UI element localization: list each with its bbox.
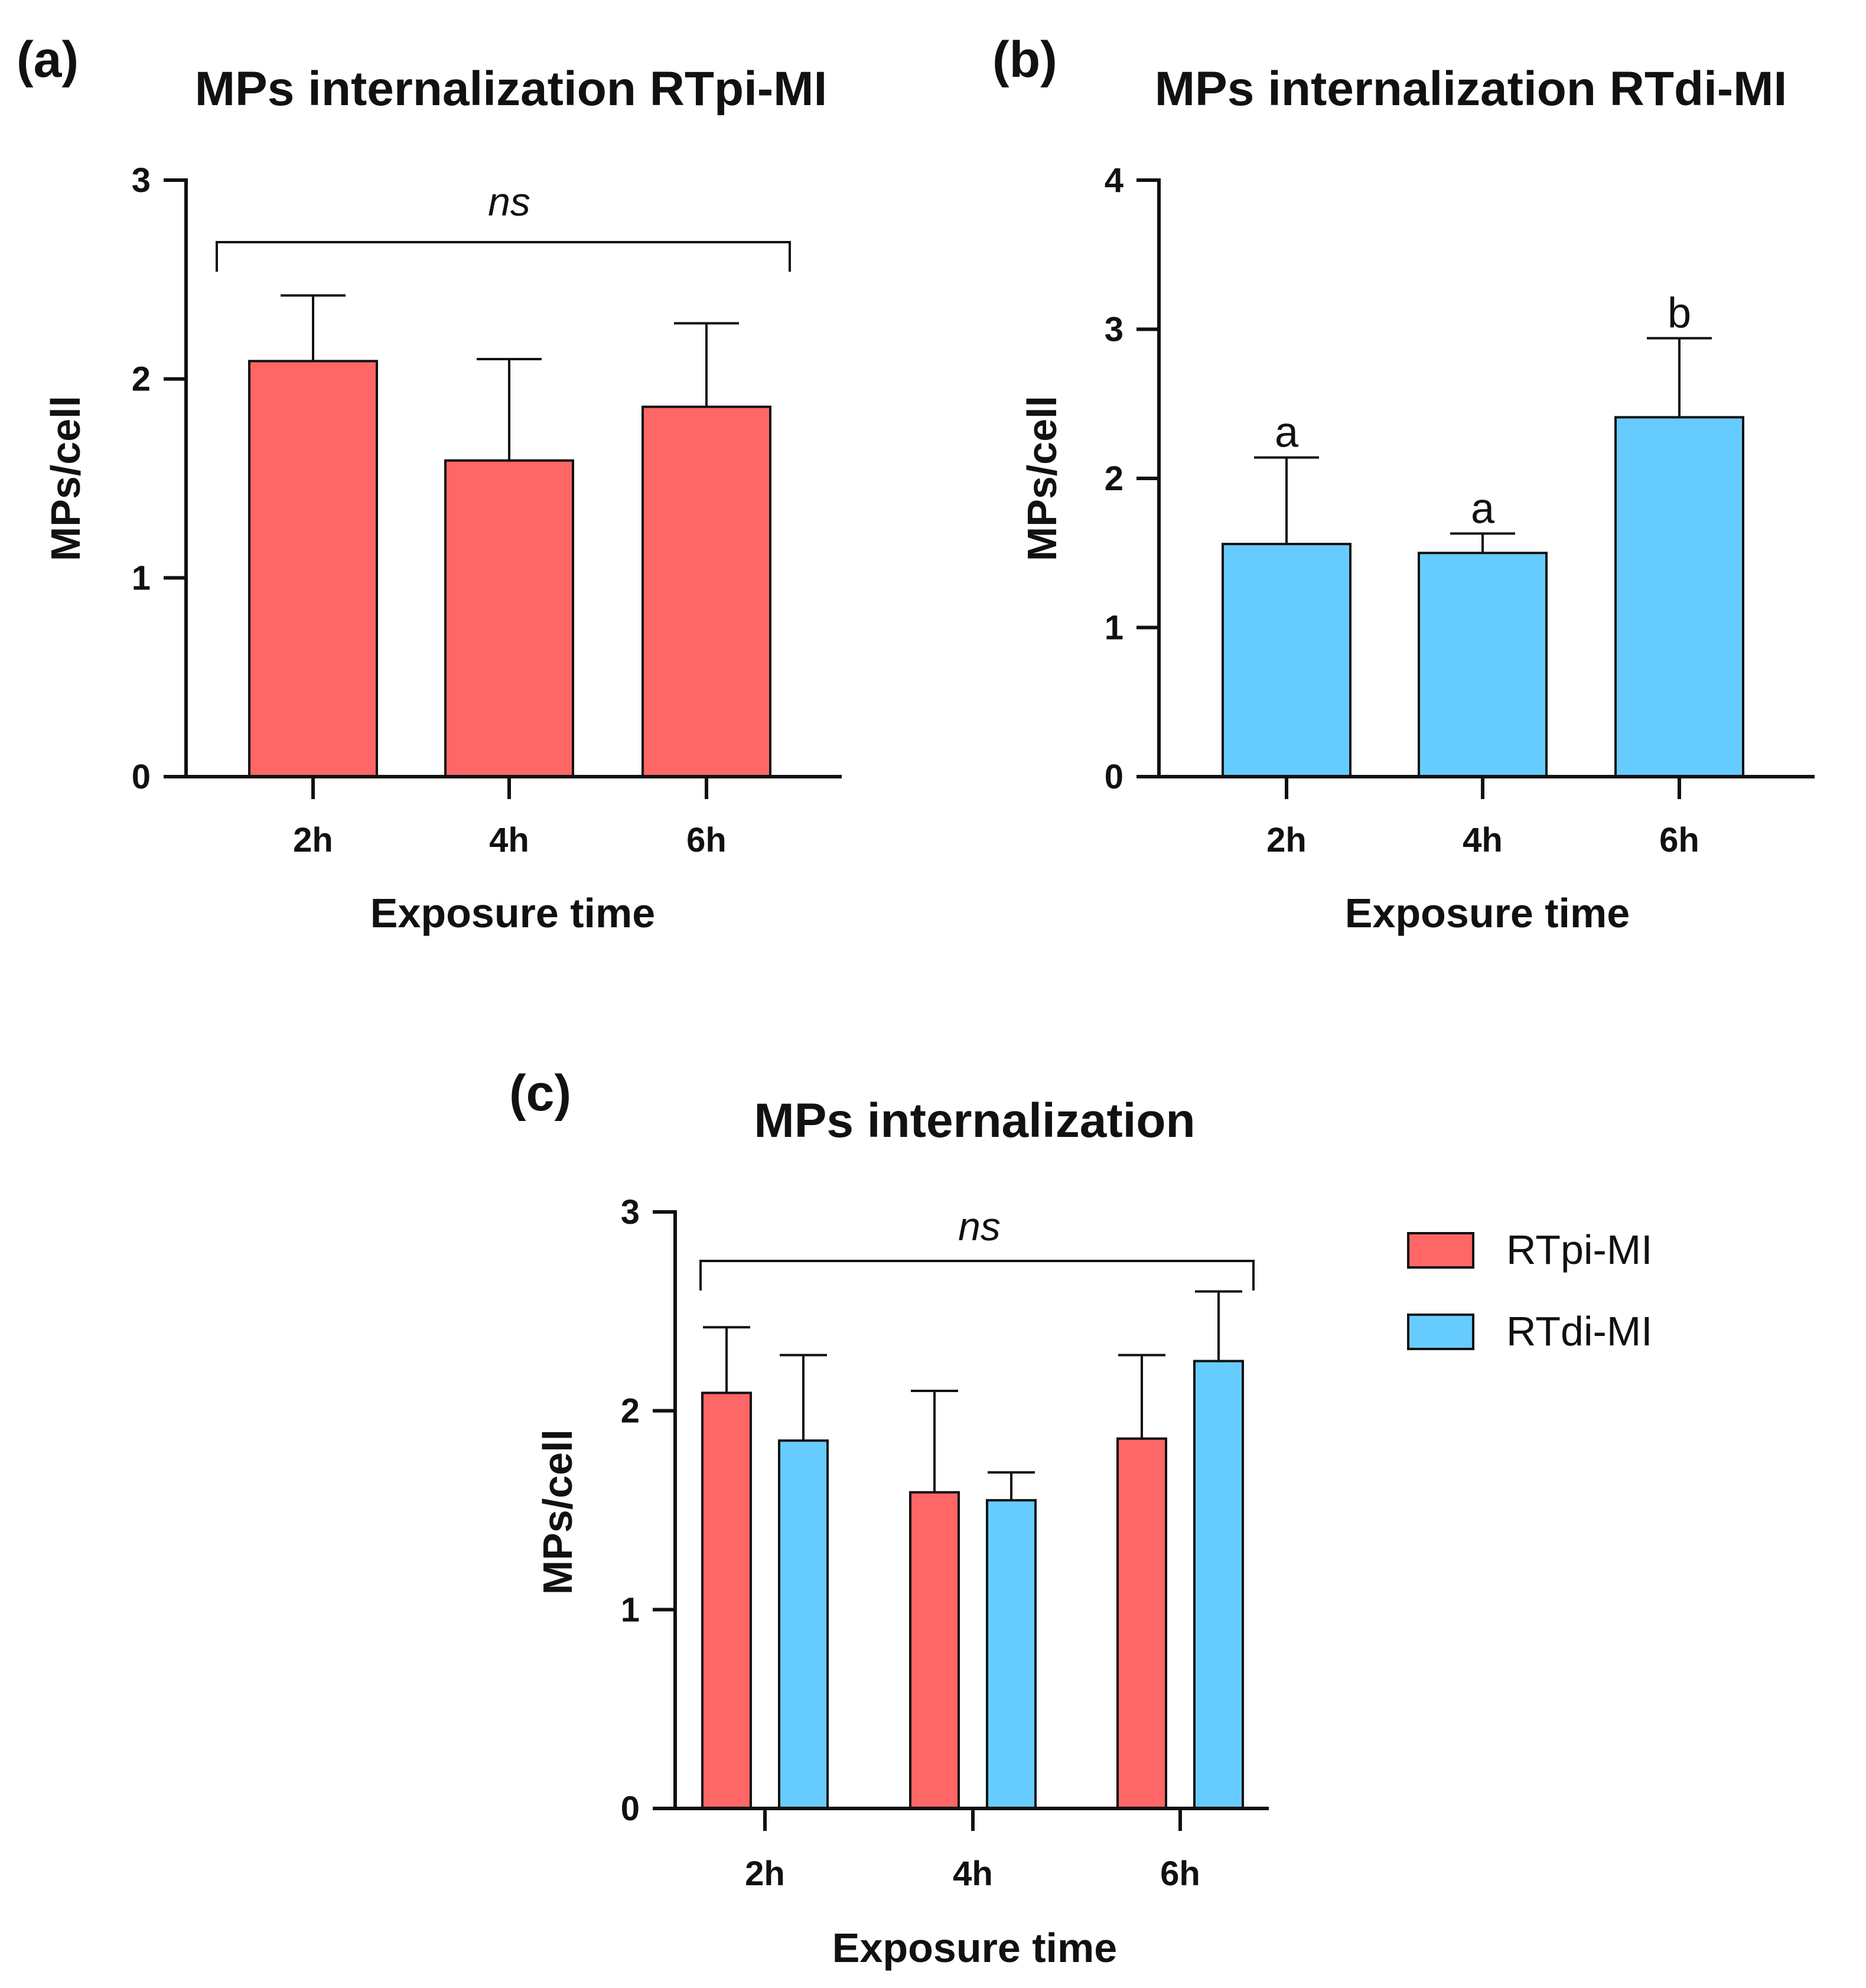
y-tick-label: 1 xyxy=(132,559,151,597)
y-axis-label: MPs/cell xyxy=(1019,396,1065,561)
y-tick-label: 0 xyxy=(132,758,151,796)
legend: RTpi-MI RTdi-MI xyxy=(1407,1227,1653,1354)
bar-RTpi-MI-4h xyxy=(444,459,574,778)
bar-RTdi-MI-4h xyxy=(986,1499,1037,1810)
bar-RTpi-MI-2h xyxy=(701,1391,752,1810)
legend-swatch xyxy=(1407,1314,1474,1350)
bar-RTpi-MI-6h xyxy=(1116,1437,1167,1810)
y-tick-label: 3 xyxy=(132,161,151,200)
x-axis-label: Exposure time xyxy=(1345,890,1630,936)
y-tick-label: 0 xyxy=(1105,758,1123,796)
bar-RTdi-MI-2h xyxy=(1222,543,1352,778)
y-tick-label: 4 xyxy=(1105,161,1123,200)
legend-label: RTpi-MI xyxy=(1506,1227,1653,1273)
bar-RTpi-MI-2h xyxy=(248,360,378,778)
significance-bracket xyxy=(699,1260,1255,1290)
y-tick-label: 2 xyxy=(132,360,151,399)
x-tick-label: 6h xyxy=(686,821,727,859)
legend-label: RTdi-MI xyxy=(1506,1308,1653,1354)
y-tick-label: 1 xyxy=(621,1591,640,1629)
chart-panel-c: (c) MPs internalization ns 0 1 2 3 2h 4h 6h Exposu… xyxy=(509,1065,1653,1971)
chart-title: MPs internalization RTpi-MI xyxy=(195,62,828,116)
significance-letter: b xyxy=(1668,290,1691,337)
panel-label: (a) xyxy=(17,31,79,88)
y-tick-label: 3 xyxy=(1105,311,1123,349)
x-axis-label: Exposure time xyxy=(370,890,655,936)
x-tick-label: 4h xyxy=(1463,821,1503,859)
x-tick-label: 2h xyxy=(293,821,333,859)
bar-RTpi-MI-4h xyxy=(909,1491,960,1810)
significance-letter: a xyxy=(1275,409,1299,457)
y-axis-label: MPs/cell xyxy=(43,396,89,561)
significance-bracket xyxy=(216,241,791,272)
x-tick-label: 4h xyxy=(489,821,529,859)
panel-label: (c) xyxy=(509,1065,571,1122)
x-tick-label: 2h xyxy=(1266,821,1307,859)
y-tick-label: 1 xyxy=(1105,609,1123,647)
chart-panel-a: (a) MPs internalization RTpi-MI ns 0 1 2 3 2h 4h… xyxy=(17,31,842,936)
x-tick-label: 6h xyxy=(1160,1855,1200,1893)
x-tick-label: 6h xyxy=(1659,821,1699,859)
legend-swatch xyxy=(1407,1232,1474,1269)
significance-text: ns xyxy=(958,1204,1001,1249)
x-tick-label: 4h xyxy=(953,1855,993,1893)
significance-text: ns xyxy=(488,180,530,224)
y-tick-label: 2 xyxy=(621,1392,640,1430)
chart-title: MPs internalization xyxy=(754,1094,1195,1148)
x-axis-label: Exposure time xyxy=(832,1925,1117,1971)
bar-RTdi-MI-2h xyxy=(778,1439,829,1810)
chart-title: MPs internalization RTdi-MI xyxy=(1155,62,1787,116)
bar-RTdi-MI-6h xyxy=(1193,1360,1244,1810)
y-tick-label: 2 xyxy=(1105,459,1123,498)
y-tick-label: 0 xyxy=(621,1790,640,1828)
bar-RTdi-MI-6h xyxy=(1614,416,1744,778)
y-tick-label: 3 xyxy=(621,1193,640,1231)
bar-RTdi-MI-4h xyxy=(1418,552,1548,778)
significance-letter: a xyxy=(1471,485,1495,532)
chart-panel-b: (b) MPs internalization RTdi-MI a a b 0 1 2 3 4 2h… xyxy=(992,31,1815,936)
y-axis-label: MPs/cell xyxy=(535,1429,581,1595)
x-tick-label: 2h xyxy=(745,1855,785,1893)
bar-RTpi-MI-6h xyxy=(641,405,771,778)
panel-label: (b) xyxy=(992,31,1057,88)
